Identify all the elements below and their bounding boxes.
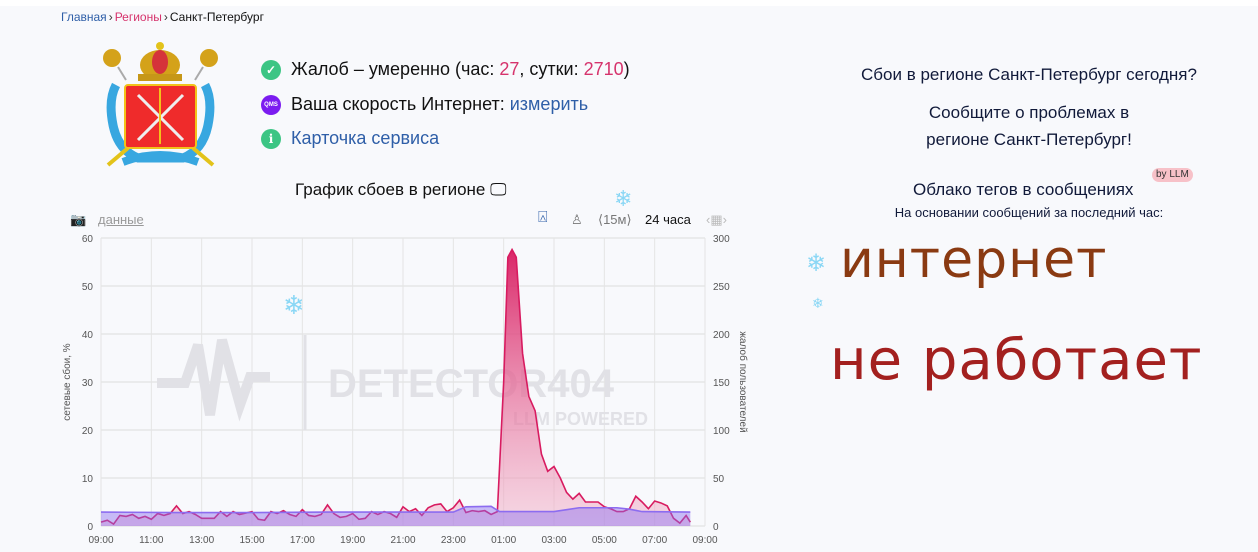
outage-chart: 0 0 10 50 20 100 30 150 40 200 50 250 60 300 09:00 11:0… xyxy=(61,234,749,546)
y-tick-label: 50 xyxy=(82,282,94,293)
complaints-text: Жалоб – умеренно (час: 27, сутки: 2710) xyxy=(291,59,630,80)
x-tick-label: 11:00 xyxy=(139,535,164,546)
y2-tick-label: 150 xyxy=(713,378,730,389)
report-line-2: регионе Санкт-Петербург! xyxy=(926,130,1132,149)
y-axis-label: сетевые сбои, % xyxy=(61,343,73,421)
service-card-link[interactable]: Карточка сервиса xyxy=(291,128,440,148)
x-tick-label: 09:00 xyxy=(88,535,113,546)
top-bar xyxy=(0,0,1258,6)
llm-badge: by LLM xyxy=(1152,168,1193,182)
y-tick-label: 0 xyxy=(87,522,93,533)
monitor-icon[interactable]: 🖵 xyxy=(490,180,507,199)
period-selector[interactable]: 24 часа xyxy=(645,212,691,227)
complaints-series-line xyxy=(100,247,691,526)
y2-tick-label: 200 xyxy=(713,330,730,341)
info-icon: i xyxy=(261,128,281,149)
user-icon[interactable]: ♙ xyxy=(571,212,583,227)
breadcrumb: Главная › Регионы › Санкт-Петербург xyxy=(61,10,264,24)
tag-not-working[interactable]: не работает xyxy=(830,328,1203,393)
region-question: Сбои в регионе Санкт-Петербург сегодня? xyxy=(861,65,1197,84)
breadcrumb-regions[interactable]: Регионы xyxy=(114,10,162,24)
y2-tick-label: 300 xyxy=(713,234,730,245)
snowflake-icon: ❄ xyxy=(614,186,633,211)
x-tick-label: 09:00 xyxy=(692,535,717,546)
measure-speed-link[interactable]: измерить xyxy=(509,94,589,114)
data-link[interactable]: данные xyxy=(98,212,144,227)
complaints-status: ✓ Жалоб – умеренно (час: 27, сутки: 2710… xyxy=(261,59,630,80)
x-tick-label: 23:00 xyxy=(441,535,466,546)
x-tick-label: 13:00 xyxy=(189,535,214,546)
y2-tick-label: 100 xyxy=(713,426,730,437)
y2-tick-label: 0 xyxy=(713,522,719,533)
x-tick-label: 07:00 xyxy=(642,535,667,546)
x-tick-label: 01:00 xyxy=(491,535,516,546)
complaints-suffix: ) xyxy=(623,59,630,79)
complaints-mid: , сутки: xyxy=(519,59,584,79)
x-tick-label: 15:00 xyxy=(239,535,264,546)
x-tick-label: 19:00 xyxy=(340,535,365,546)
camera-icon[interactable]: 📷 xyxy=(70,212,87,227)
chart-title-text: График сбоев в регионе xyxy=(295,180,486,199)
day-count: 2710 xyxy=(583,59,624,79)
report-prompt: Сообщите о проблемах в регионе Санкт-Пете… xyxy=(800,99,1258,153)
area-mode-icon[interactable]: ⍓ xyxy=(538,209,548,226)
x-tick-label: 05:00 xyxy=(592,535,617,546)
tag-internet[interactable]: интернет xyxy=(840,230,1108,290)
y-tick-label: 10 xyxy=(82,474,94,485)
report-line-1: Сообщите о проблемах в xyxy=(928,103,1130,122)
network-series-area xyxy=(101,506,691,526)
network-series-line xyxy=(100,505,691,514)
x-tick-label: 17:00 xyxy=(290,535,315,546)
calendar-nav-icon[interactable]: ‹▦› xyxy=(706,212,727,227)
y-tick-label: 40 xyxy=(82,330,94,341)
watermark-text: DETECTOR404 xyxy=(328,362,615,406)
y2-tick-label: 50 xyxy=(713,474,725,485)
speed-label: Ваша скорость Интернет: xyxy=(291,94,510,114)
snowflake-icon: ❄ xyxy=(283,290,305,320)
y-tick-label: 30 xyxy=(82,378,94,389)
tag-cloud-title: Облако тегов в сообщениях xyxy=(913,180,1134,199)
y2-tick-label: 250 xyxy=(713,282,730,293)
snowflake-icon: ❄ xyxy=(806,250,827,277)
coat-of-arms-image xyxy=(103,42,218,167)
hour-count: 27 xyxy=(499,59,520,79)
snowflake-icon: ❄ xyxy=(812,295,824,311)
breadcrumb-current: Санкт-Петербург xyxy=(169,10,264,24)
chevron-right-icon: › xyxy=(108,10,113,24)
chart-title: График сбоев в регионе 🖵 xyxy=(295,180,507,200)
y-tick-label: 20 xyxy=(82,426,94,437)
tag-cloud-subtitle: На основании сообщений за последний час: xyxy=(894,205,1164,220)
service-card-row: i Карточка сервиса xyxy=(261,128,439,149)
watermark-logo xyxy=(157,338,270,422)
interval-selector[interactable]: ⟨15м⟩ xyxy=(598,212,632,227)
complaints-label: Жалоб – умеренно (час: xyxy=(291,59,500,79)
qms-icon: QMS xyxy=(261,94,281,115)
y2-axis-label: жалоб пользователей xyxy=(737,331,749,432)
x-tick-label: 03:00 xyxy=(541,535,566,546)
check-circle-icon: ✓ xyxy=(261,59,281,80)
breadcrumb-home[interactable]: Главная xyxy=(61,10,107,24)
watermark-subtext: LLM POWERED xyxy=(513,409,648,429)
speed-test-row: QMS Ваша скорость Интернет: измерить xyxy=(261,94,588,115)
x-tick-label: 21:00 xyxy=(390,535,415,546)
chevron-right-icon: › xyxy=(163,10,168,24)
y-tick-label: 60 xyxy=(82,234,94,245)
